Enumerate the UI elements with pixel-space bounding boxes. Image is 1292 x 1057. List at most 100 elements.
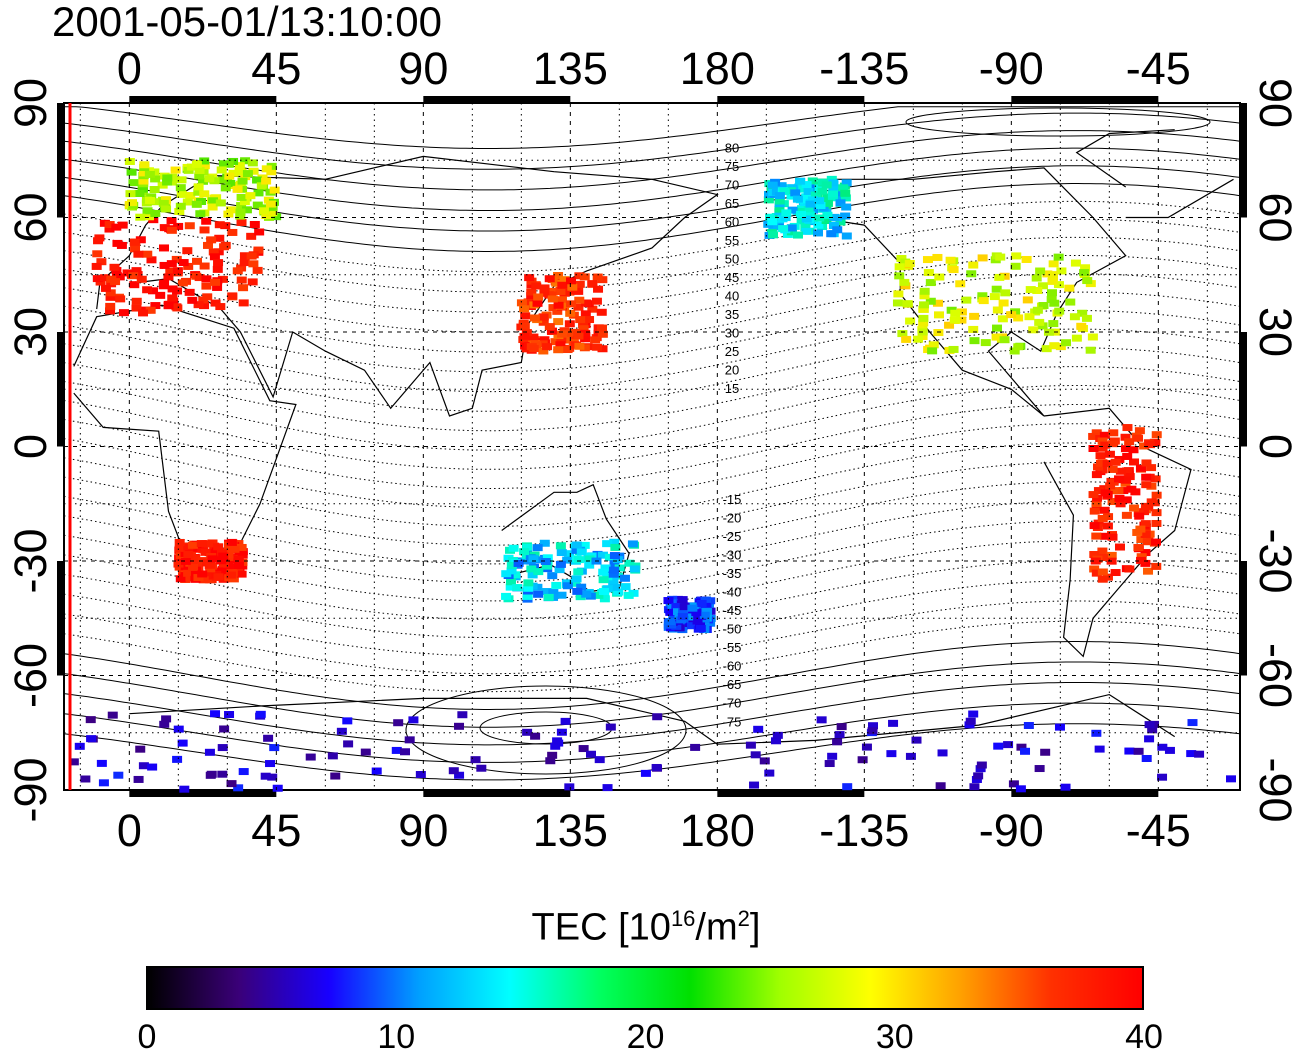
tec-point bbox=[867, 727, 878, 735]
tec-point bbox=[1091, 729, 1102, 737]
tec-point bbox=[609, 583, 620, 591]
tec-point bbox=[553, 301, 564, 309]
tec-map: 0 0 45 45 90 90 135 135 180 180 -135 -135 -90 -90 -45 -… bbox=[5, 43, 1292, 856]
tec-point bbox=[139, 161, 150, 169]
tec-point bbox=[596, 324, 607, 332]
tec-point bbox=[1070, 259, 1081, 267]
tec-point bbox=[185, 574, 196, 582]
lat-tick-left: -60 bbox=[5, 643, 56, 708]
tec-point bbox=[771, 188, 782, 196]
contour-label: 45 bbox=[725, 270, 739, 285]
tec-point bbox=[1042, 270, 1053, 278]
lon-tick-top: 45 bbox=[251, 43, 301, 94]
border-bar bbox=[717, 96, 865, 102]
colorbar-tick-label: 10 bbox=[377, 1018, 416, 1056]
tec-point bbox=[232, 267, 243, 275]
tec-point bbox=[571, 575, 582, 583]
tec-point bbox=[261, 212, 272, 220]
tec-point bbox=[143, 213, 154, 221]
tec-point bbox=[506, 561, 517, 569]
tec-point bbox=[1110, 458, 1121, 466]
tec-point bbox=[532, 299, 543, 307]
tec-point bbox=[232, 185, 243, 193]
tec-point bbox=[201, 217, 212, 225]
tec-point bbox=[173, 222, 184, 230]
tec-point bbox=[96, 258, 107, 266]
lon-tick-bottom: 0 bbox=[117, 805, 142, 856]
tec-point bbox=[555, 341, 566, 349]
tec-point bbox=[193, 574, 204, 582]
tec-point bbox=[393, 719, 404, 727]
tec-point bbox=[1089, 551, 1100, 559]
tec-point bbox=[174, 544, 185, 552]
tec-point bbox=[177, 739, 188, 747]
tec-point bbox=[166, 226, 177, 234]
tec-point bbox=[579, 344, 590, 352]
tec-point bbox=[226, 780, 237, 788]
tec-point bbox=[1136, 556, 1147, 564]
tec-point bbox=[117, 221, 128, 229]
tec-point bbox=[968, 325, 979, 333]
tec-point bbox=[205, 561, 216, 569]
tec-point bbox=[934, 273, 945, 281]
tec-point bbox=[602, 784, 613, 792]
tec-point bbox=[135, 213, 146, 221]
tec-point bbox=[191, 257, 202, 265]
tec-point bbox=[584, 316, 595, 324]
tec-point bbox=[199, 157, 210, 165]
tec-point bbox=[767, 231, 778, 239]
tec-point bbox=[136, 275, 147, 283]
tec-point bbox=[161, 205, 172, 213]
tec-point bbox=[1013, 343, 1024, 351]
tec-point bbox=[584, 561, 595, 569]
tec-point bbox=[955, 280, 966, 288]
tec-point bbox=[96, 759, 107, 767]
tec-point bbox=[560, 717, 571, 725]
lon-tick-bottom: 180 bbox=[680, 805, 755, 856]
tec-point bbox=[214, 234, 225, 242]
tec-point bbox=[199, 226, 210, 234]
tec-point bbox=[176, 176, 187, 184]
tec-point bbox=[609, 538, 620, 546]
contour-label: 50 bbox=[725, 251, 739, 266]
tec-point bbox=[1091, 471, 1102, 479]
border-bar bbox=[717, 791, 865, 797]
tec-point bbox=[253, 246, 264, 254]
tec-point bbox=[217, 770, 228, 778]
tec-point bbox=[1040, 748, 1051, 756]
tec-point bbox=[505, 583, 516, 591]
tec-point bbox=[159, 279, 170, 287]
tec-point bbox=[1105, 482, 1116, 490]
lat-tick-right: -90 bbox=[1250, 757, 1292, 822]
lat-tick-right: 0 bbox=[1250, 434, 1292, 459]
tec-point bbox=[100, 284, 111, 292]
tec-point bbox=[85, 716, 96, 724]
tec-point bbox=[94, 234, 105, 242]
tec-point bbox=[1095, 452, 1106, 460]
tec-point bbox=[539, 289, 550, 297]
tec-point bbox=[1102, 460, 1113, 468]
contour-line bbox=[63, 702, 1241, 763]
contour-label: -15 bbox=[723, 492, 742, 507]
tec-point bbox=[1091, 503, 1102, 511]
tec-point bbox=[533, 568, 544, 576]
tec-point bbox=[892, 299, 903, 307]
tec-point bbox=[527, 571, 538, 579]
tec-point bbox=[1226, 775, 1237, 783]
tec-point bbox=[1088, 444, 1099, 452]
tec-point bbox=[598, 568, 609, 576]
tec-point bbox=[803, 187, 814, 195]
tec-point bbox=[1128, 446, 1139, 454]
coastline bbox=[73, 304, 297, 582]
tec-point bbox=[248, 167, 259, 175]
tec-point bbox=[1135, 464, 1146, 472]
tec-point bbox=[159, 244, 170, 252]
tec-point bbox=[564, 320, 575, 328]
lat-tick-right: 90 bbox=[1250, 78, 1292, 128]
tec-point bbox=[835, 199, 846, 207]
tec-point bbox=[265, 200, 276, 208]
tec-point bbox=[127, 199, 138, 207]
tec-point bbox=[522, 592, 533, 600]
tec-point bbox=[238, 299, 249, 307]
tec-point bbox=[236, 193, 247, 201]
